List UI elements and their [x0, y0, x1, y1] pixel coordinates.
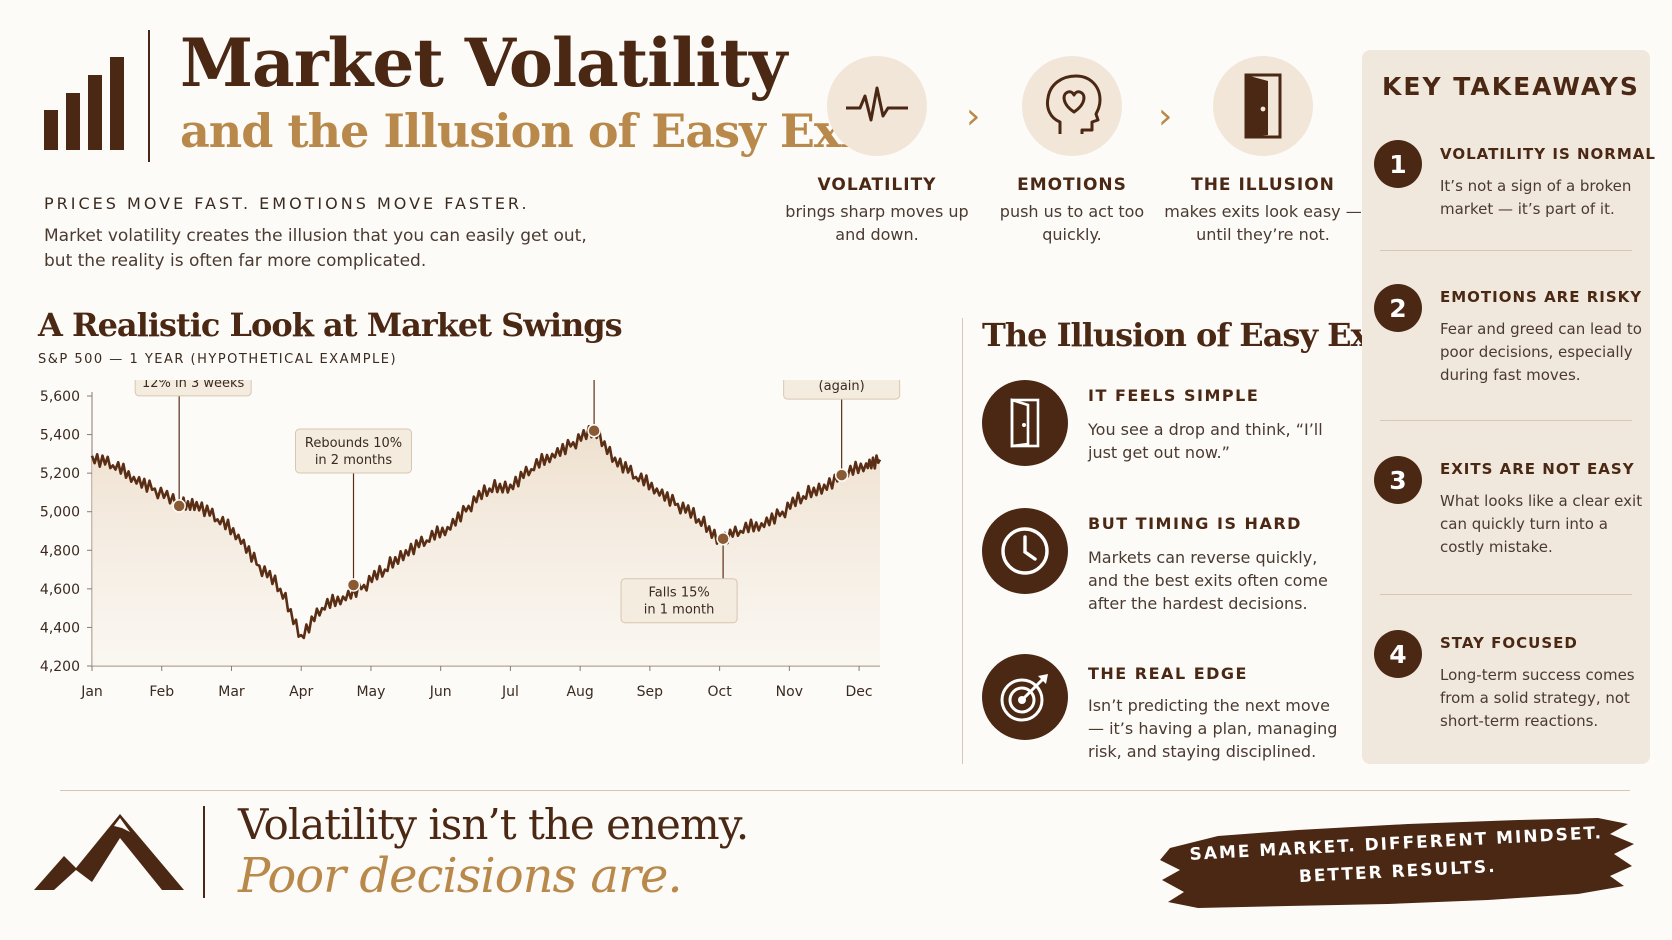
door-icon [1213, 56, 1313, 156]
y-tick-label: 5,200 [40, 466, 80, 482]
illusion-item-simple [982, 380, 1068, 466]
page-title: Market Volatility [180, 24, 787, 102]
y-tick-label: 5,000 [40, 505, 80, 521]
key-takeaways-title: KEY TAKEAWAYS [1382, 72, 1640, 101]
door-icon [982, 380, 1068, 466]
flow-desc-illusion: makes exits look easy — until they’re no… [1164, 202, 1362, 244]
x-tick-label: Aug [566, 684, 593, 700]
annotation-point [172, 499, 186, 513]
flow-step-emotions [1022, 56, 1122, 156]
takeaway-text-3: What looks like a clear exit can quickly… [1440, 492, 1643, 556]
heartbeat-icon [827, 56, 927, 156]
takeaway-head-1: VOLATILITY IS NORMAL [1440, 145, 1656, 163]
footer-statement: Volatility isn’t the enemy. [238, 800, 749, 849]
takeaway-head-3: EXITS ARE NOT EASY [1440, 460, 1635, 478]
chart-title: A Realistic Look at Market Swings [38, 306, 623, 344]
y-tick-label: 4,600 [40, 582, 80, 598]
flow-title-volatility: VOLATILITY [817, 175, 937, 195]
illusion-item-edge [982, 654, 1068, 740]
takeaway-number-1: 1 [1374, 140, 1422, 188]
annotation-label: in 2 months [315, 453, 393, 468]
flow-step-illusion [1213, 56, 1313, 156]
takeaway-number-2: 2 [1374, 284, 1422, 332]
annotation-label: 12% in 3 weeks [142, 380, 245, 391]
takeaway-separator [1380, 594, 1632, 595]
illusion-head-simple: IT FEELS SIMPLE [1088, 386, 1260, 405]
x-tick-label: Dec [846, 684, 873, 700]
chevron-right-icon: › [1158, 96, 1173, 137]
x-tick-label: Apr [289, 684, 313, 700]
illusion-text-simple: You see a drop and think, “I’ll just get… [1088, 420, 1323, 462]
y-tick-label: 5,400 [40, 428, 80, 444]
tagline: PRICES MOVE FAST. EMOTIONS MOVE FASTER. [44, 194, 530, 213]
target-icon [982, 654, 1068, 740]
y-tick-label: 4,800 [40, 543, 80, 559]
flow-step-volatility [827, 56, 927, 156]
chart-subtitle: S&P 500 — 1 YEAR (HYPOTHETICAL EXAMPLE) [38, 352, 398, 367]
flow-desc-volatility: brings sharp moves up and down. [785, 202, 969, 244]
illusion-head-edge: THE REAL EDGE [1088, 664, 1248, 683]
takeaway-number-3: 3 [1374, 456, 1422, 504]
page-subtitle: and the Illusion of Easy Exits [180, 104, 903, 158]
clock-icon [982, 508, 1068, 594]
takeaway-head-4: STAY FOCUSED [1440, 634, 1578, 652]
annotation-box [783, 380, 901, 400]
takeaway-text-2: Fear and greed can lead to poor decision… [1440, 320, 1642, 384]
takeaway-separator [1380, 250, 1632, 251]
intro-text: Market volatility creates the illusion t… [44, 226, 587, 271]
takeaway-head-2: EMOTIONS ARE RISKY [1440, 288, 1643, 306]
annotation-box [134, 380, 252, 397]
annotation-box [295, 428, 413, 474]
illusion-head-timing: BUT TIMING IS HARD [1088, 514, 1302, 533]
illusion-item-timing [982, 508, 1068, 594]
flow-title-emotions: EMOTIONS [1017, 175, 1127, 195]
chart-area-fill [92, 426, 880, 666]
x-tick-label: Mar [218, 684, 245, 700]
x-tick-label: Sep [637, 684, 664, 700]
annotation-label: Falls 15% [648, 586, 709, 601]
illusion-text-timing: Markets can reverse quickly, and the bes… [1088, 548, 1328, 613]
y-tick-label: 4,200 [40, 659, 80, 675]
chevron-right-icon: › [966, 96, 981, 137]
x-tick-label: Jan [80, 684, 103, 700]
footer-statement-emphasis: Poor decisions are. [238, 848, 683, 904]
price-line [90, 425, 882, 640]
takeaway-number-4: 4 [1374, 630, 1422, 678]
column-divider [962, 318, 963, 764]
x-tick-label: Oct [708, 684, 733, 700]
flow-desc-emotions: push us to act too quickly. [999, 202, 1145, 244]
annotation-box [620, 578, 738, 624]
y-tick-label: 5,600 [40, 389, 80, 405]
x-tick-label: Nov [776, 684, 803, 700]
bar-chart-logo-icon [44, 57, 124, 150]
head-heart-icon [1022, 56, 1122, 156]
takeaway-separator [1380, 420, 1632, 421]
illusion-title: The Illusion of Easy Exits [982, 316, 1412, 354]
annotation-label: Rebounds 10% [305, 436, 402, 451]
annotation-label: (again) [819, 380, 865, 394]
x-tick-label: Feb [149, 684, 174, 700]
annotation-label: in 1 month [644, 603, 715, 618]
footer-divider [203, 806, 205, 898]
x-tick-label: Jun [429, 684, 452, 700]
market-swings-chart: 4,200 4,400 4,600 4,800 5,000 5,200 5,400 5,600… [40, 380, 901, 700]
annotation-point [716, 531, 730, 546]
annotation-point [587, 423, 601, 438]
illusion-text-edge: Isn’t predicting the next move — it’s ha… [1088, 696, 1338, 761]
header-divider [148, 30, 150, 162]
footer-rule [60, 790, 1630, 791]
x-tick-label: May [356, 684, 385, 700]
brush-stroke-badge [1160, 818, 1634, 908]
y-tick-label: 4,400 [40, 620, 80, 636]
x-tick-label: Jul [501, 684, 519, 700]
annotation-point [346, 578, 361, 592]
mountain-icon [34, 814, 184, 890]
takeaway-text-1: It’s not a sign of a broken market — it’… [1440, 177, 1632, 218]
flow-title-illusion: THE ILLUSION [1191, 175, 1335, 195]
annotation-point [834, 468, 849, 482]
takeaway-text-4: Long-term success comes from a solid str… [1440, 666, 1635, 730]
